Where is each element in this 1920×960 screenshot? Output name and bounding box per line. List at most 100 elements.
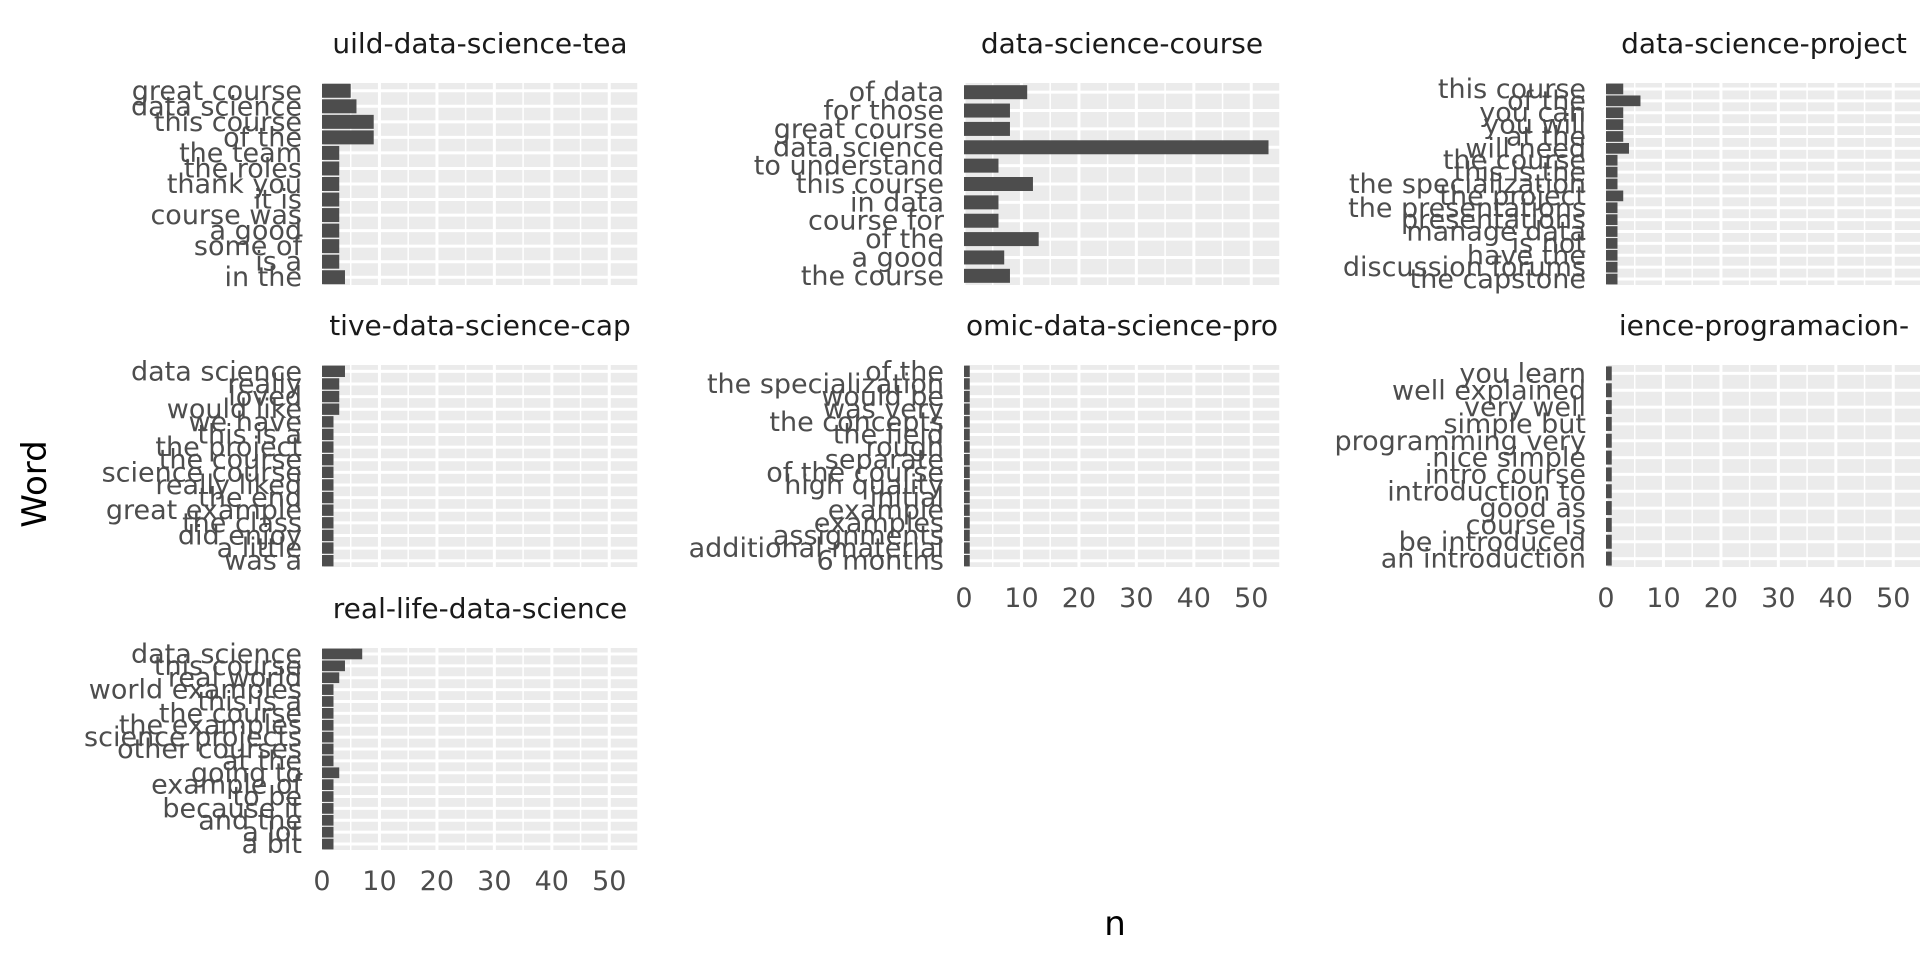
bar bbox=[322, 177, 340, 191]
bar bbox=[1606, 119, 1624, 130]
word-label: this is the bbox=[1454, 157, 1586, 188]
word-label: for those bbox=[823, 96, 944, 127]
word-label: the team bbox=[179, 138, 302, 169]
word-label: great example bbox=[106, 495, 302, 526]
bar bbox=[322, 208, 340, 223]
bar bbox=[322, 130, 374, 145]
bar bbox=[322, 239, 340, 254]
facet-panel: tive-data-science-cap data sciencereallyl… bbox=[102, 309, 639, 577]
bar bbox=[964, 403, 970, 415]
word-label: the concepts bbox=[769, 407, 944, 438]
word-label: science course bbox=[102, 457, 302, 488]
bar bbox=[964, 529, 970, 542]
word-label: the course bbox=[159, 445, 302, 476]
y-axis-title: Word bbox=[15, 440, 55, 527]
x-tick-label: 20 bbox=[420, 866, 454, 897]
bar bbox=[322, 660, 345, 672]
x-tick-label: 30 bbox=[1119, 583, 1153, 614]
word-label: the specialization bbox=[1349, 169, 1586, 200]
facet-title: omic-data-science-pro bbox=[966, 309, 1278, 342]
bar bbox=[964, 491, 970, 504]
x-tick-label: 40 bbox=[535, 866, 569, 897]
word-label: 6 months bbox=[817, 546, 944, 577]
word-label: course is bbox=[1466, 510, 1586, 541]
word-label: the capstone bbox=[1410, 264, 1586, 295]
bar bbox=[964, 390, 970, 403]
bar bbox=[1606, 107, 1624, 119]
word-label: an introduction bbox=[1381, 544, 1586, 575]
bar bbox=[322, 504, 334, 516]
bar bbox=[322, 696, 334, 707]
word-label: example of bbox=[151, 770, 303, 801]
x-tick-label: 40 bbox=[1177, 583, 1211, 614]
bar bbox=[964, 158, 999, 173]
bar bbox=[1606, 261, 1618, 273]
bar bbox=[964, 268, 1010, 283]
bar bbox=[322, 684, 334, 695]
bar bbox=[322, 454, 334, 466]
word-label: because it bbox=[162, 793, 302, 824]
bar bbox=[1606, 190, 1624, 202]
bar bbox=[322, 803, 334, 814]
word-label: really liked bbox=[155, 470, 302, 501]
word-label: examples bbox=[814, 508, 944, 539]
bar bbox=[964, 365, 970, 377]
word-label: is not bbox=[1512, 228, 1586, 259]
bar bbox=[1606, 131, 1624, 142]
word-label: at the bbox=[1506, 121, 1586, 152]
bar bbox=[322, 416, 334, 428]
word-label: you learn bbox=[1459, 358, 1586, 389]
bar bbox=[322, 838, 334, 850]
x-tick-label: 30 bbox=[1761, 583, 1795, 614]
word-label: to understand bbox=[754, 151, 944, 182]
word-label: initial bbox=[870, 483, 944, 514]
word-label: thank you bbox=[167, 169, 302, 200]
x-tick-label: 30 bbox=[477, 866, 511, 897]
bar bbox=[1606, 226, 1618, 237]
bar bbox=[964, 479, 970, 491]
x-tick-label: 0 bbox=[313, 866, 330, 897]
word-label: course for bbox=[808, 206, 945, 237]
word-label: the end bbox=[198, 483, 302, 514]
bar bbox=[1606, 273, 1618, 285]
bar bbox=[322, 517, 334, 529]
word-label: of the bbox=[1507, 86, 1586, 117]
word-label: this course bbox=[1438, 74, 1586, 105]
word-label: the field bbox=[833, 419, 944, 450]
word-label: the presentations bbox=[1348, 193, 1586, 224]
bar bbox=[322, 491, 334, 504]
word-label: you can bbox=[1479, 98, 1586, 129]
word-label: did enjoy bbox=[178, 520, 302, 551]
bar bbox=[964, 542, 970, 554]
word-label: will need bbox=[1465, 133, 1586, 164]
bar bbox=[964, 517, 970, 529]
facet-title: data-science-project bbox=[1621, 27, 1907, 60]
bar bbox=[322, 791, 334, 802]
bar bbox=[1606, 501, 1612, 516]
bar bbox=[322, 466, 334, 478]
bar bbox=[1606, 416, 1612, 431]
word-label: introduction to bbox=[1387, 476, 1586, 507]
bar bbox=[322, 390, 340, 403]
x-tick-label: 50 bbox=[592, 866, 626, 897]
bar bbox=[964, 416, 970, 428]
word-label: and the bbox=[198, 805, 302, 836]
word-label: nice simple bbox=[1432, 443, 1586, 474]
word-label: manage data bbox=[1406, 217, 1586, 248]
bar bbox=[322, 403, 340, 415]
x-tick-label: 10 bbox=[362, 866, 396, 897]
bar bbox=[322, 441, 334, 453]
word-label: some of bbox=[194, 231, 304, 262]
word-label: going to bbox=[191, 758, 302, 789]
bar bbox=[1606, 202, 1618, 214]
word-label: was very bbox=[823, 394, 944, 425]
bar bbox=[1606, 249, 1618, 261]
word-label: the project bbox=[1439, 181, 1586, 212]
word-label: high quality bbox=[784, 470, 944, 501]
bar bbox=[322, 542, 334, 554]
bar bbox=[964, 250, 1005, 265]
bar bbox=[964, 441, 970, 453]
